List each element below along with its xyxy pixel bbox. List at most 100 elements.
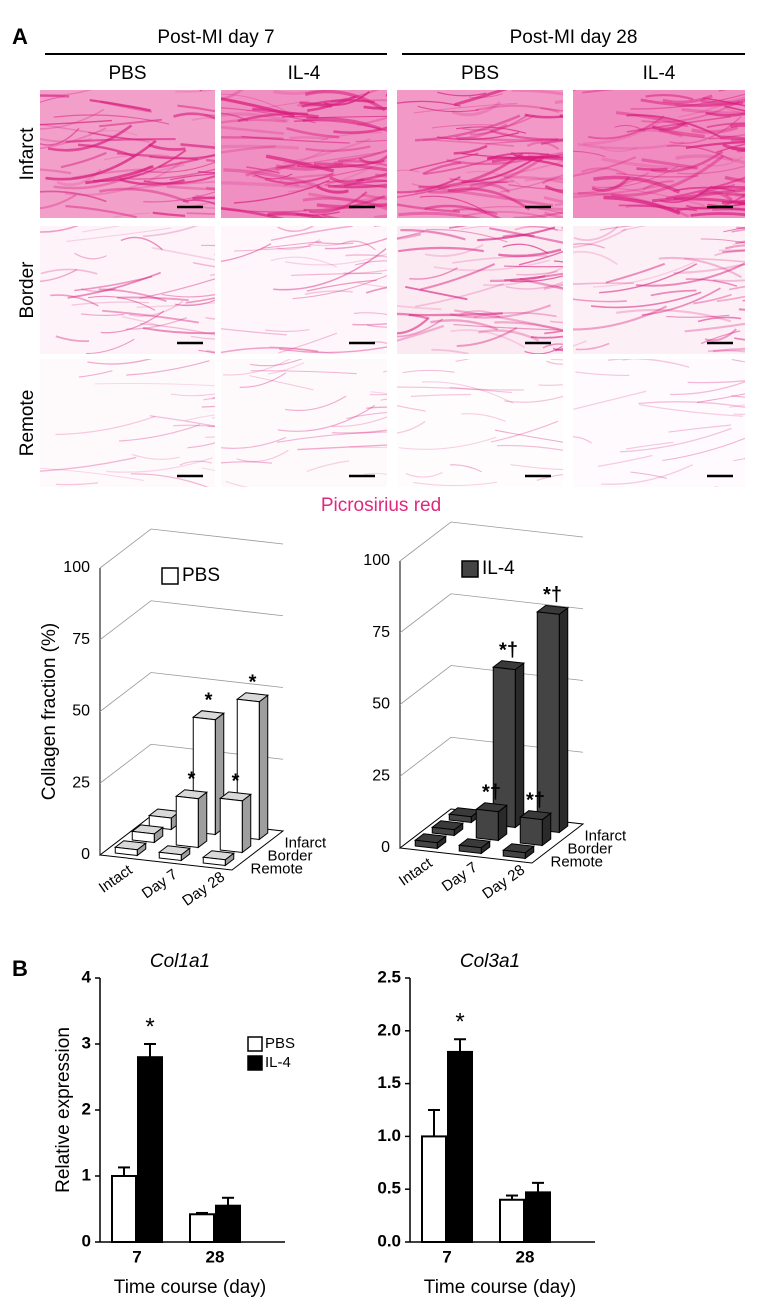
collagen-fiber <box>192 201 215 207</box>
collagen-fiber <box>573 305 668 331</box>
collagen-fiber <box>236 449 289 462</box>
collagen-fiber <box>268 345 341 354</box>
collagen-fiber <box>650 150 724 173</box>
collagen-fiber <box>323 91 370 106</box>
collagen-fiber <box>598 263 698 294</box>
collagen-fiber <box>673 188 745 201</box>
collagen-fiber <box>102 309 199 324</box>
collagen-fiber <box>306 279 377 292</box>
collagen-fiber <box>475 104 560 113</box>
collagen-fiber <box>433 259 551 272</box>
collagen-fiber <box>341 240 376 251</box>
collagen-fiber <box>397 100 461 107</box>
collagen-fiber <box>662 437 745 461</box>
collagen-fiber <box>261 241 322 249</box>
collagen-fiber <box>437 91 487 97</box>
collagen-fiber <box>573 150 606 158</box>
collagen-fiber <box>185 297 215 304</box>
collagen-fiber <box>273 90 328 95</box>
collagen-fiber <box>283 166 373 186</box>
collagen-fiber <box>221 90 244 101</box>
collagen-fiber <box>192 196 215 200</box>
collagen-fiber <box>573 390 647 410</box>
collagen-fiber <box>199 90 203 92</box>
collagen-fiber <box>118 424 201 442</box>
collagen-fiber <box>704 328 737 342</box>
collagen-fiber <box>324 237 387 250</box>
collagen-fiber <box>270 256 337 268</box>
collagen-fiber <box>252 150 325 178</box>
collagen-fiber <box>700 238 745 244</box>
bar <box>201 850 236 867</box>
collagen-fiber <box>80 313 125 316</box>
bar <box>447 1050 473 1244</box>
collagen-fiber <box>669 381 745 396</box>
tissue-bg <box>40 359 215 487</box>
collagen-fiber <box>509 275 563 283</box>
significance-mark: * <box>455 1009 464 1036</box>
bar-side <box>241 793 252 854</box>
collagen-fiber <box>514 226 559 232</box>
collagen-fiber <box>651 197 745 206</box>
legend-label: IL-4 <box>482 558 515 579</box>
collagen-fiber <box>477 226 556 242</box>
collagen-fiber <box>712 208 745 211</box>
y-tick-label: 50 <box>372 696 390 713</box>
collagen-fiber <box>278 346 387 354</box>
collagen-fiber <box>40 94 70 98</box>
collagen-fiber <box>276 238 321 251</box>
collagen-fiber <box>179 460 212 466</box>
tissue-bg <box>221 226 387 354</box>
collagen-fiber <box>88 130 138 136</box>
collagen-fiber <box>702 156 743 167</box>
collagen-fiber <box>454 309 563 332</box>
grid-line <box>99 672 284 712</box>
collagen-fiber <box>684 257 745 263</box>
y-tick-label: 100 <box>363 552 390 569</box>
collagen-fiber <box>221 93 295 117</box>
collagen-fiber <box>113 212 151 218</box>
collagen-fiber <box>116 152 199 161</box>
depth-label: Border <box>268 847 313 864</box>
collagen-fiber <box>483 266 563 287</box>
collagen-fiber <box>40 127 80 146</box>
y-tick-label: 0 <box>82 1231 91 1250</box>
collagen-fiber <box>693 293 732 305</box>
collagen-fiber <box>601 464 693 485</box>
y-tick-label: 0 <box>81 846 90 863</box>
collagen-fiber <box>206 349 215 353</box>
y-tick-label: 75 <box>72 631 90 648</box>
y-tick-label: 0.0 <box>377 1231 401 1250</box>
collagen-fiber <box>245 164 296 177</box>
collagen-fiber <box>201 467 215 471</box>
collagen-fiber <box>524 113 563 119</box>
collagen-fiber <box>182 199 215 205</box>
collagen-fiber <box>305 145 371 152</box>
collagen-fiber <box>130 473 209 487</box>
collagen-fiber <box>400 229 466 241</box>
collagen-fiber <box>417 105 480 113</box>
x-tick-label: Day 7 <box>139 866 181 902</box>
collagen-fiber <box>252 173 300 187</box>
collagen-fiber <box>678 104 723 118</box>
collagen-fiber <box>422 381 514 404</box>
column-label: IL-4 <box>643 63 676 84</box>
collagen-fiber <box>185 414 215 422</box>
y-tick-label: 2 <box>82 1099 91 1118</box>
column-label: IL-4 <box>288 63 321 84</box>
collagen-fiber <box>658 256 742 279</box>
y-axis-title: Collagen fraction (%) <box>39 623 60 800</box>
collagen-fiber <box>205 436 215 438</box>
micrograph <box>397 226 563 354</box>
collagen-fiber <box>731 228 745 233</box>
collagen-fiber <box>718 248 745 252</box>
collagen-fiber <box>331 416 387 428</box>
bar-front <box>114 846 138 857</box>
collagen-fiber <box>277 226 314 233</box>
collagen-fiber <box>723 227 745 233</box>
collagen-fiber <box>583 120 661 146</box>
collagen-fiber <box>249 375 314 391</box>
collagen-fiber <box>333 126 387 134</box>
bar <box>501 843 536 860</box>
